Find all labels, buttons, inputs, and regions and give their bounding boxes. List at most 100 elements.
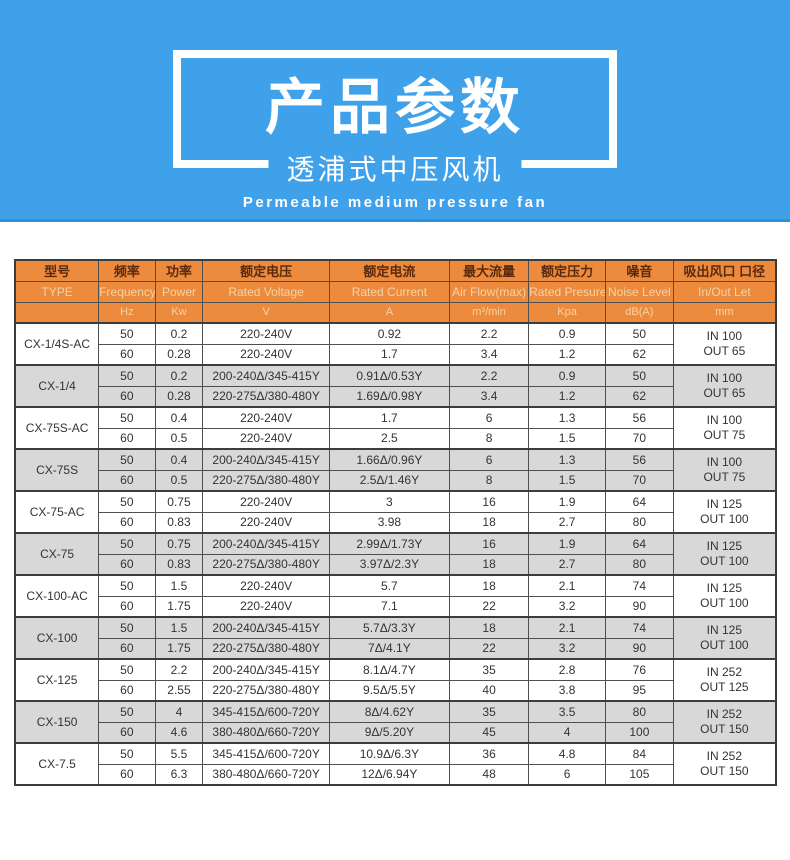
spec-cell-voltage: 220-275Δ/380-480Y bbox=[202, 637, 330, 660]
header-cell: 型号 bbox=[14, 259, 100, 282]
inout-line: OUT 100 bbox=[700, 638, 749, 652]
spec-cell-hz: 60 bbox=[98, 679, 156, 702]
table-row: 60 2.55 220-275Δ/380-480Y 9.5Δ/5.5Y 40 3.8 95 bbox=[15, 679, 776, 702]
header-cell: 频率 bbox=[98, 259, 156, 282]
spec-cell-flow: 45 bbox=[448, 721, 530, 744]
spec-cell-current: 1.7 bbox=[328, 343, 451, 366]
spec-cell-hz: 60 bbox=[98, 469, 156, 492]
type-cell: CX-100 bbox=[14, 616, 100, 660]
spec-cell-pressure: 2.7 bbox=[528, 511, 606, 534]
type-cell: CX-75 bbox=[14, 532, 100, 576]
spec-cell-flow: 18 bbox=[448, 553, 530, 576]
type-cell: CX-125 bbox=[14, 658, 100, 702]
spec-cell-hz: 50 bbox=[98, 532, 156, 555]
inout-cell: IN 100 OUT 75 bbox=[672, 448, 777, 492]
spec-cell-current: 1.69Δ/0.98Y bbox=[328, 385, 451, 408]
spec-cell-kw: 0.4 bbox=[154, 406, 204, 429]
spec-cell-hz: 50 bbox=[98, 364, 156, 387]
spec-cell-kw: 0.83 bbox=[154, 511, 204, 534]
spec-cell-pressure: 1.2 bbox=[528, 343, 606, 366]
spec-cell-noise: 105 bbox=[605, 763, 674, 786]
spec-cell-flow: 2.2 bbox=[448, 322, 530, 345]
spec-cell-noise: 70 bbox=[605, 427, 674, 450]
table-row: CX-125 50 2.2 200-240Δ/345-415Y 8.1Δ/4.7Y 35 2… bbox=[14, 658, 777, 702]
header-cell: Noise Level bbox=[605, 280, 674, 303]
spec-cell-voltage: 220-275Δ/380-480Y bbox=[202, 469, 330, 492]
header-cell: Hz bbox=[98, 301, 156, 324]
spec-cell-flow: 16 bbox=[448, 490, 530, 513]
table-row: CX-75 50 0.75 200-240Δ/345-415Y 2.99Δ/1.73Y 1… bbox=[14, 532, 777, 576]
spec-cell-hz: 60 bbox=[98, 637, 156, 660]
header-cell: 额定电压 bbox=[202, 259, 330, 282]
table-row: CX-75S 50 0.4 200-240Δ/345-415Y 1.66Δ/0.96Y 6… bbox=[14, 448, 777, 492]
spec-cell-kw: 0.28 bbox=[154, 385, 204, 408]
spec-cell-noise: 62 bbox=[605, 385, 674, 408]
spec-cell-voltage: 220-240V bbox=[202, 595, 330, 618]
spec-cell-voltage: 220-275Δ/380-480Y bbox=[202, 553, 330, 576]
spec-cell-hz: 60 bbox=[98, 511, 156, 534]
header-cell: Kw bbox=[154, 301, 204, 324]
header-cell: TYPE bbox=[14, 280, 100, 303]
table-row: 60 0.83 220-275Δ/380-480Y 3.97Δ/2.3Y 18 2.7 80 bbox=[15, 553, 776, 576]
header-cell: Rated Presure bbox=[528, 280, 606, 303]
table-row: 60 1.75 220-240V 7.1 22 3.2 90 bbox=[15, 595, 776, 618]
inout-line: IN 252 bbox=[706, 707, 743, 721]
spec-cell-current: 3.98 bbox=[328, 511, 451, 534]
banner: 产品参数 透浦式中压风机 Permeable medium pressure f… bbox=[0, 0, 790, 222]
spec-cell-voltage: 200-240Δ/345-415Y bbox=[202, 364, 330, 387]
header-cell: A bbox=[328, 301, 451, 324]
header-cell: 吸出风口 口径 bbox=[672, 259, 777, 282]
table-row: CX-100 50 1.5 200-240Δ/345-415Y 5.7Δ/3.3Y 18 2… bbox=[14, 616, 777, 660]
spec-cell-voltage: 220-240V bbox=[202, 427, 330, 450]
spec-cell-noise: 90 bbox=[605, 595, 674, 618]
spec-cell-kw: 4.6 bbox=[154, 721, 204, 744]
spec-cell-current: 9.5Δ/5.5Y bbox=[328, 679, 451, 702]
spec-cell-current: 10.9Δ/6.3Y bbox=[328, 742, 451, 765]
spec-cell-kw: 0.28 bbox=[154, 343, 204, 366]
spec-cell-flow: 6 bbox=[448, 448, 530, 471]
spec-cell-noise: 76 bbox=[605, 658, 674, 681]
spec-cell-pressure: 2.1 bbox=[528, 574, 606, 597]
spec-cell-voltage: 200-240Δ/345-415Y bbox=[202, 658, 330, 681]
inout-line: IN 125 bbox=[706, 623, 743, 637]
table-row: CX-100-AC 50 1.5 220-240V 5.7 18 2.1 74 IN 125 OU… bbox=[14, 574, 777, 618]
spec-cell-noise: 50 bbox=[605, 364, 674, 387]
spec-cell-current: 2.99Δ/1.73Y bbox=[328, 532, 451, 555]
spec-cell-kw: 0.4 bbox=[154, 448, 204, 471]
inout-line: IN 252 bbox=[706, 665, 743, 679]
spec-cell-pressure: 1.3 bbox=[528, 406, 606, 429]
spec-cell-flow: 3.4 bbox=[448, 385, 530, 408]
inout-line: OUT 150 bbox=[700, 722, 749, 736]
inout-line: IN 100 bbox=[706, 329, 743, 343]
spec-cell-voltage: 220-240V bbox=[202, 511, 330, 534]
header-row: TYPE Frequency Power Rated Voltage Rated Cur… bbox=[14, 280, 777, 303]
inout-line: OUT 100 bbox=[700, 512, 749, 526]
table-row: 60 4.6 380-480Δ/660-720Y 9Δ/5.20Y 45 4 100 bbox=[15, 721, 776, 744]
spec-cell-current: 0.91Δ/0.53Y bbox=[328, 364, 451, 387]
inout-line: IN 125 bbox=[706, 539, 743, 553]
spec-cell-current: 9Δ/5.20Y bbox=[328, 721, 451, 744]
inout-line: IN 100 bbox=[706, 413, 743, 427]
title-frame: 产品参数 透浦式中压风机 bbox=[173, 50, 617, 190]
spec-cell-kw: 0.75 bbox=[154, 490, 204, 513]
type-cell: CX-75S-AC bbox=[14, 406, 100, 450]
spec-cell-hz: 60 bbox=[98, 595, 156, 618]
spec-cell-voltage: 220-240V bbox=[202, 574, 330, 597]
spec-cell-current: 12Δ/6.94Y bbox=[328, 763, 451, 786]
type-cell: CX-150 bbox=[14, 700, 100, 744]
header-cell: Frequency bbox=[98, 280, 156, 303]
spec-table: 型号 频率 功率 额定电压 额定电流 最大流量 额定压力 噪音 吸出风口 口径 TYPE Frequ… bbox=[14, 259, 777, 786]
table-row: 60 6.3 380-480Δ/660-720Y 12Δ/6.94Y 48 6 105 bbox=[15, 763, 776, 786]
spec-cell-voltage: 200-240Δ/345-415Y bbox=[202, 532, 330, 555]
table-row: CX-75S-AC 50 0.4 220-240V 1.7 6 1.3 56 IN 100 OUT… bbox=[14, 406, 777, 450]
spec-cell-current: 1.7 bbox=[328, 406, 451, 429]
spec-cell-noise: 95 bbox=[605, 679, 674, 702]
inout-cell: IN 125 OUT 100 bbox=[672, 616, 777, 660]
spec-cell-kw: 2.55 bbox=[154, 679, 204, 702]
spec-cell-flow: 35 bbox=[448, 700, 530, 723]
spec-cell-flow: 6 bbox=[448, 406, 530, 429]
header-cell: V bbox=[202, 301, 330, 324]
spec-cell-pressure: 3.5 bbox=[528, 700, 606, 723]
spec-cell-current: 3 bbox=[328, 490, 451, 513]
